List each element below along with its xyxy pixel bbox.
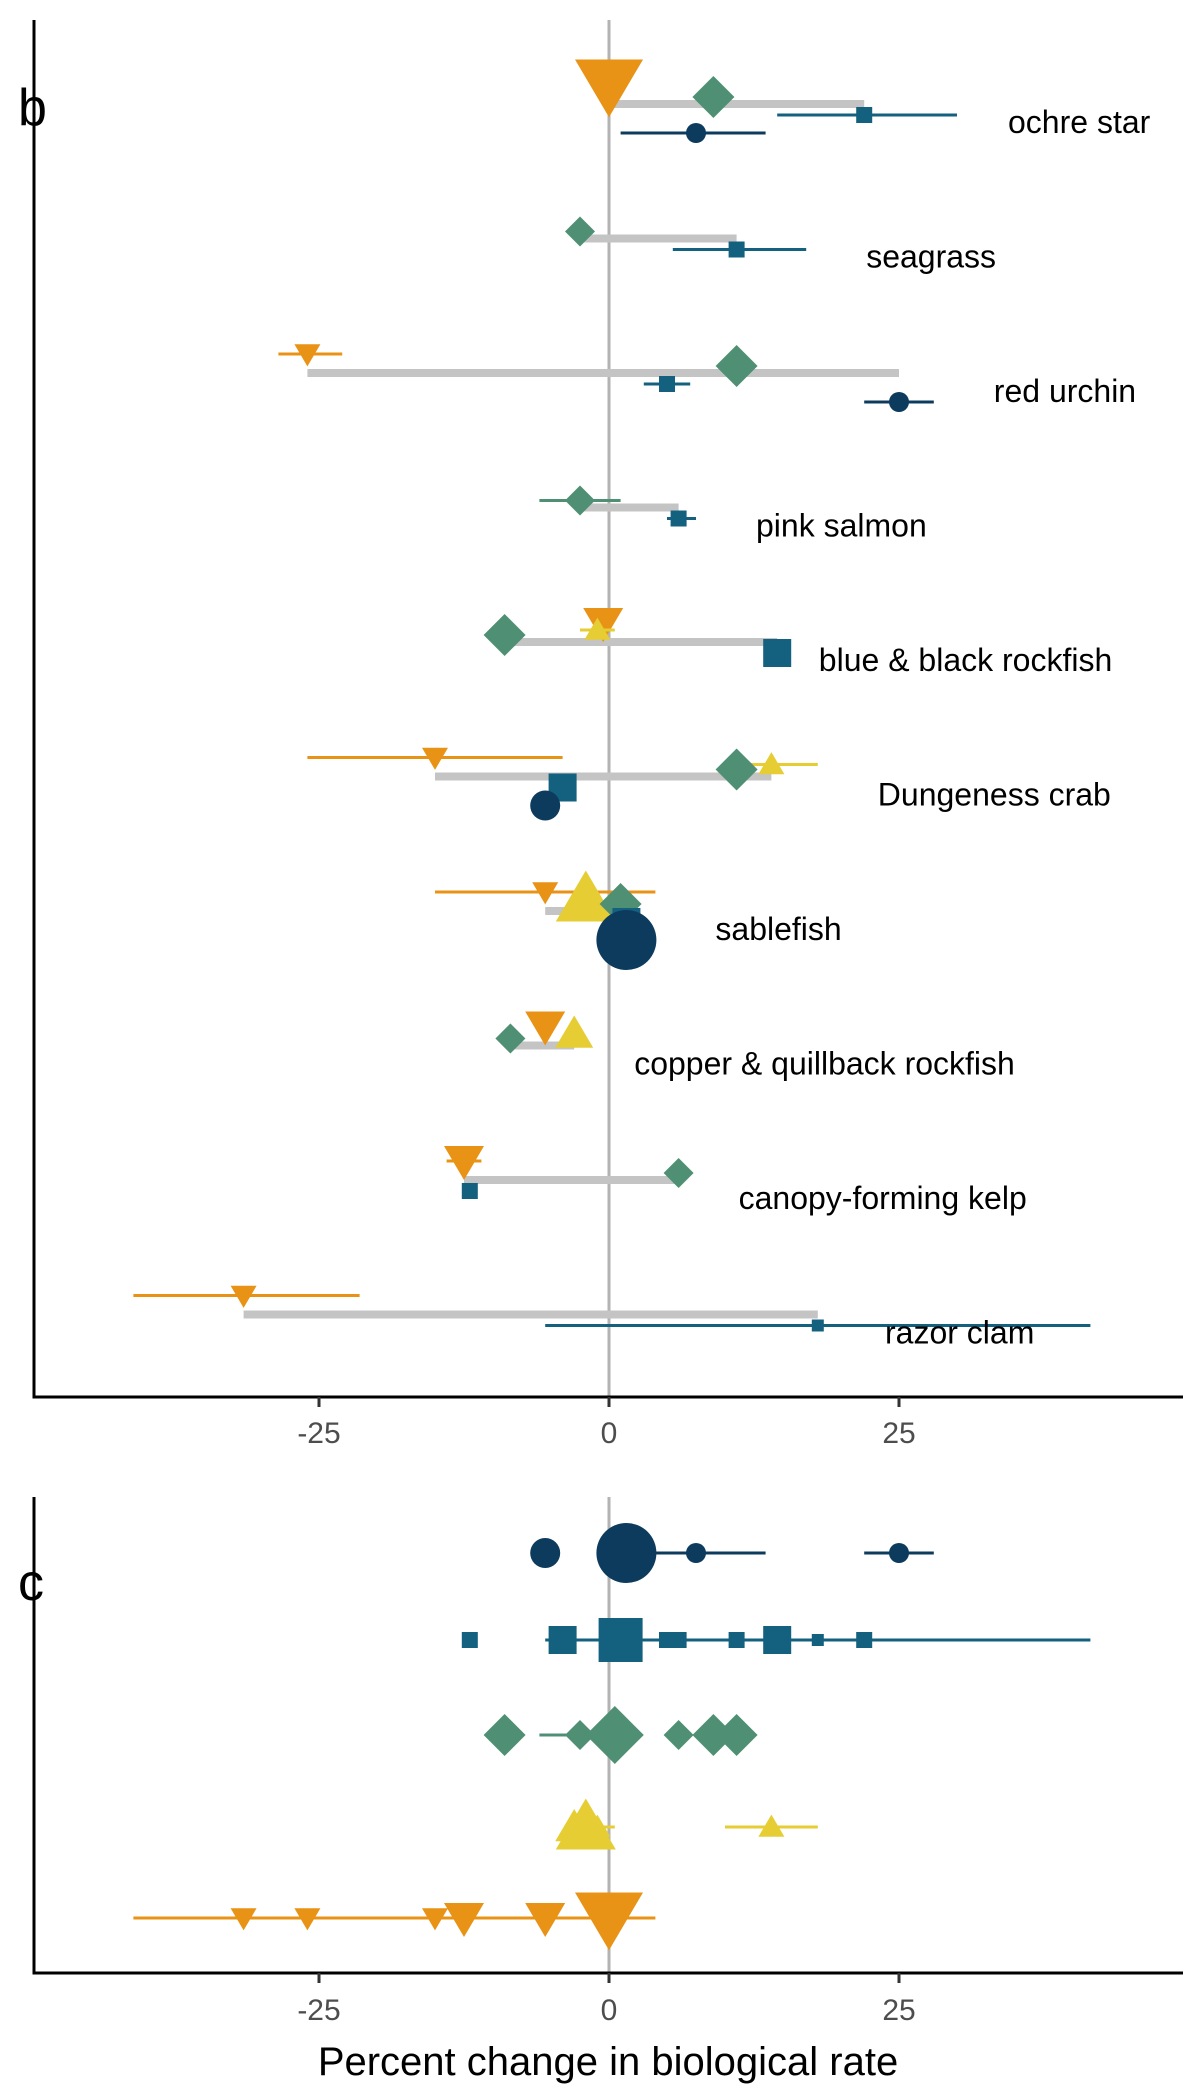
species-label: pink salmon bbox=[756, 508, 927, 544]
square-point bbox=[670, 510, 687, 527]
species-group: pink salmon bbox=[539, 485, 927, 544]
triangle-point bbox=[422, 1908, 448, 1931]
species-group: ochre star bbox=[575, 59, 1151, 143]
c-x-tick-label: 0 bbox=[601, 1994, 618, 2027]
square-point bbox=[728, 241, 745, 258]
square-point bbox=[461, 1183, 478, 1199]
species-group: sablefish bbox=[435, 870, 842, 970]
circle-point bbox=[530, 1538, 561, 1568]
species-label: blue & black rockfish bbox=[819, 642, 1112, 678]
circle-point bbox=[530, 790, 561, 821]
panel-b-marks: ochre star seagrass red urchin pink salmon b… bbox=[133, 59, 1151, 1351]
species-group: copper & quillback rockfish bbox=[495, 1011, 1015, 1082]
triangle-point bbox=[575, 59, 643, 118]
square-point bbox=[659, 376, 675, 392]
panel-b-ticks: -25 0 25 bbox=[297, 1397, 916, 1450]
triangle_up-point bbox=[758, 752, 785, 775]
triangle-point bbox=[444, 1903, 484, 1937]
triangle-point bbox=[525, 1011, 566, 1046]
species-group: red urchin bbox=[278, 344, 1136, 412]
square-point bbox=[811, 1634, 824, 1646]
square-point bbox=[856, 107, 873, 123]
species-label: ochre star bbox=[1008, 104, 1151, 140]
panel-b-chart: b -25 0 25 ochre star seagrass red urchin pin… bbox=[18, 20, 1183, 1450]
c-x-tick-label: -25 bbox=[297, 1994, 340, 2027]
diamond-point bbox=[692, 1714, 735, 1756]
triangle_up-point bbox=[758, 1814, 785, 1837]
triangle_up-point bbox=[584, 1814, 611, 1837]
diamond-point bbox=[565, 485, 595, 516]
triangle-point bbox=[575, 1892, 643, 1951]
triangle-row bbox=[133, 1892, 656, 1951]
diamond-point bbox=[495, 1023, 526, 1054]
species-label: red urchin bbox=[994, 373, 1136, 409]
diamond-point bbox=[692, 76, 735, 118]
diamond-point bbox=[483, 1714, 526, 1756]
species-label: seagrass bbox=[866, 239, 996, 275]
panel-c-ticks: -25 0 25 bbox=[297, 1973, 916, 2027]
triangle-point bbox=[230, 1285, 257, 1308]
square-point bbox=[598, 1618, 643, 1662]
square-point bbox=[811, 1319, 824, 1332]
circle-point bbox=[889, 392, 909, 412]
circle-row bbox=[530, 1523, 934, 1583]
diamond-row bbox=[483, 1706, 758, 1764]
species-label: Dungeness crab bbox=[878, 777, 1111, 813]
c-x-tick-label: 25 bbox=[882, 1994, 915, 2027]
diamond-point bbox=[483, 614, 526, 656]
diamond-point bbox=[715, 1714, 758, 1756]
b-x-tick-label: 25 bbox=[882, 1417, 915, 1450]
triangle-point bbox=[444, 1146, 484, 1180]
triangle-point bbox=[532, 882, 559, 905]
panel-c-marks bbox=[133, 1523, 1091, 1951]
circle-point bbox=[596, 1523, 657, 1583]
square-point bbox=[728, 1632, 745, 1648]
panel-b-letter: b bbox=[18, 79, 47, 137]
square-point bbox=[548, 1626, 577, 1654]
triangle-point bbox=[525, 1903, 566, 1937]
b-x-tick-label: -25 bbox=[297, 1417, 340, 1450]
panel-c-chart: c -25 0 25 Percent change in biological ra… bbox=[18, 1497, 1183, 2084]
species-group: Dungeness crab bbox=[307, 747, 1111, 821]
triangle-point bbox=[422, 747, 448, 770]
diamond-point bbox=[663, 1158, 694, 1188]
square-point bbox=[763, 639, 792, 667]
b-x-tick-label: 0 bbox=[601, 1417, 618, 1450]
species-label: razor clam bbox=[885, 1315, 1034, 1351]
triangle-point bbox=[294, 1908, 321, 1931]
triangle-point bbox=[230, 1908, 257, 1931]
species-group: canopy-forming kelp bbox=[444, 1146, 1027, 1216]
square-point bbox=[763, 1626, 792, 1654]
square-row bbox=[461, 1618, 1091, 1662]
circle-point bbox=[686, 1543, 706, 1563]
diamond-point bbox=[715, 345, 758, 387]
square-point bbox=[856, 1632, 873, 1648]
triangle_up-row bbox=[555, 1798, 818, 1850]
diamond-point bbox=[585, 1706, 644, 1764]
species-label: canopy-forming kelp bbox=[739, 1180, 1027, 1216]
triangle_up-point bbox=[555, 1015, 594, 1048]
triangle_up-point bbox=[584, 617, 611, 640]
diamond-point bbox=[663, 1720, 694, 1750]
diamond-point bbox=[565, 216, 595, 247]
species-group: seagrass bbox=[565, 216, 996, 275]
circle-point bbox=[889, 1543, 909, 1563]
diamond-point bbox=[565, 1720, 595, 1750]
species-label: sablefish bbox=[715, 911, 841, 947]
circle-point bbox=[686, 123, 706, 143]
species-group: blue & black rockfish bbox=[483, 608, 1112, 678]
square-point bbox=[461, 1632, 478, 1648]
species-label: copper & quillback rockfish bbox=[634, 1046, 1015, 1082]
triangle_up-point bbox=[555, 870, 616, 922]
diamond-point bbox=[715, 748, 758, 791]
triangle-point bbox=[583, 608, 624, 642]
circle-point bbox=[596, 910, 657, 970]
species-group: razor clam bbox=[133, 1285, 1091, 1351]
square-point bbox=[670, 1632, 687, 1648]
panel-c-letter: c bbox=[18, 1554, 44, 1612]
triangle-point bbox=[294, 344, 321, 367]
x-axis-title: Percent change in biological rate bbox=[318, 2040, 898, 2084]
